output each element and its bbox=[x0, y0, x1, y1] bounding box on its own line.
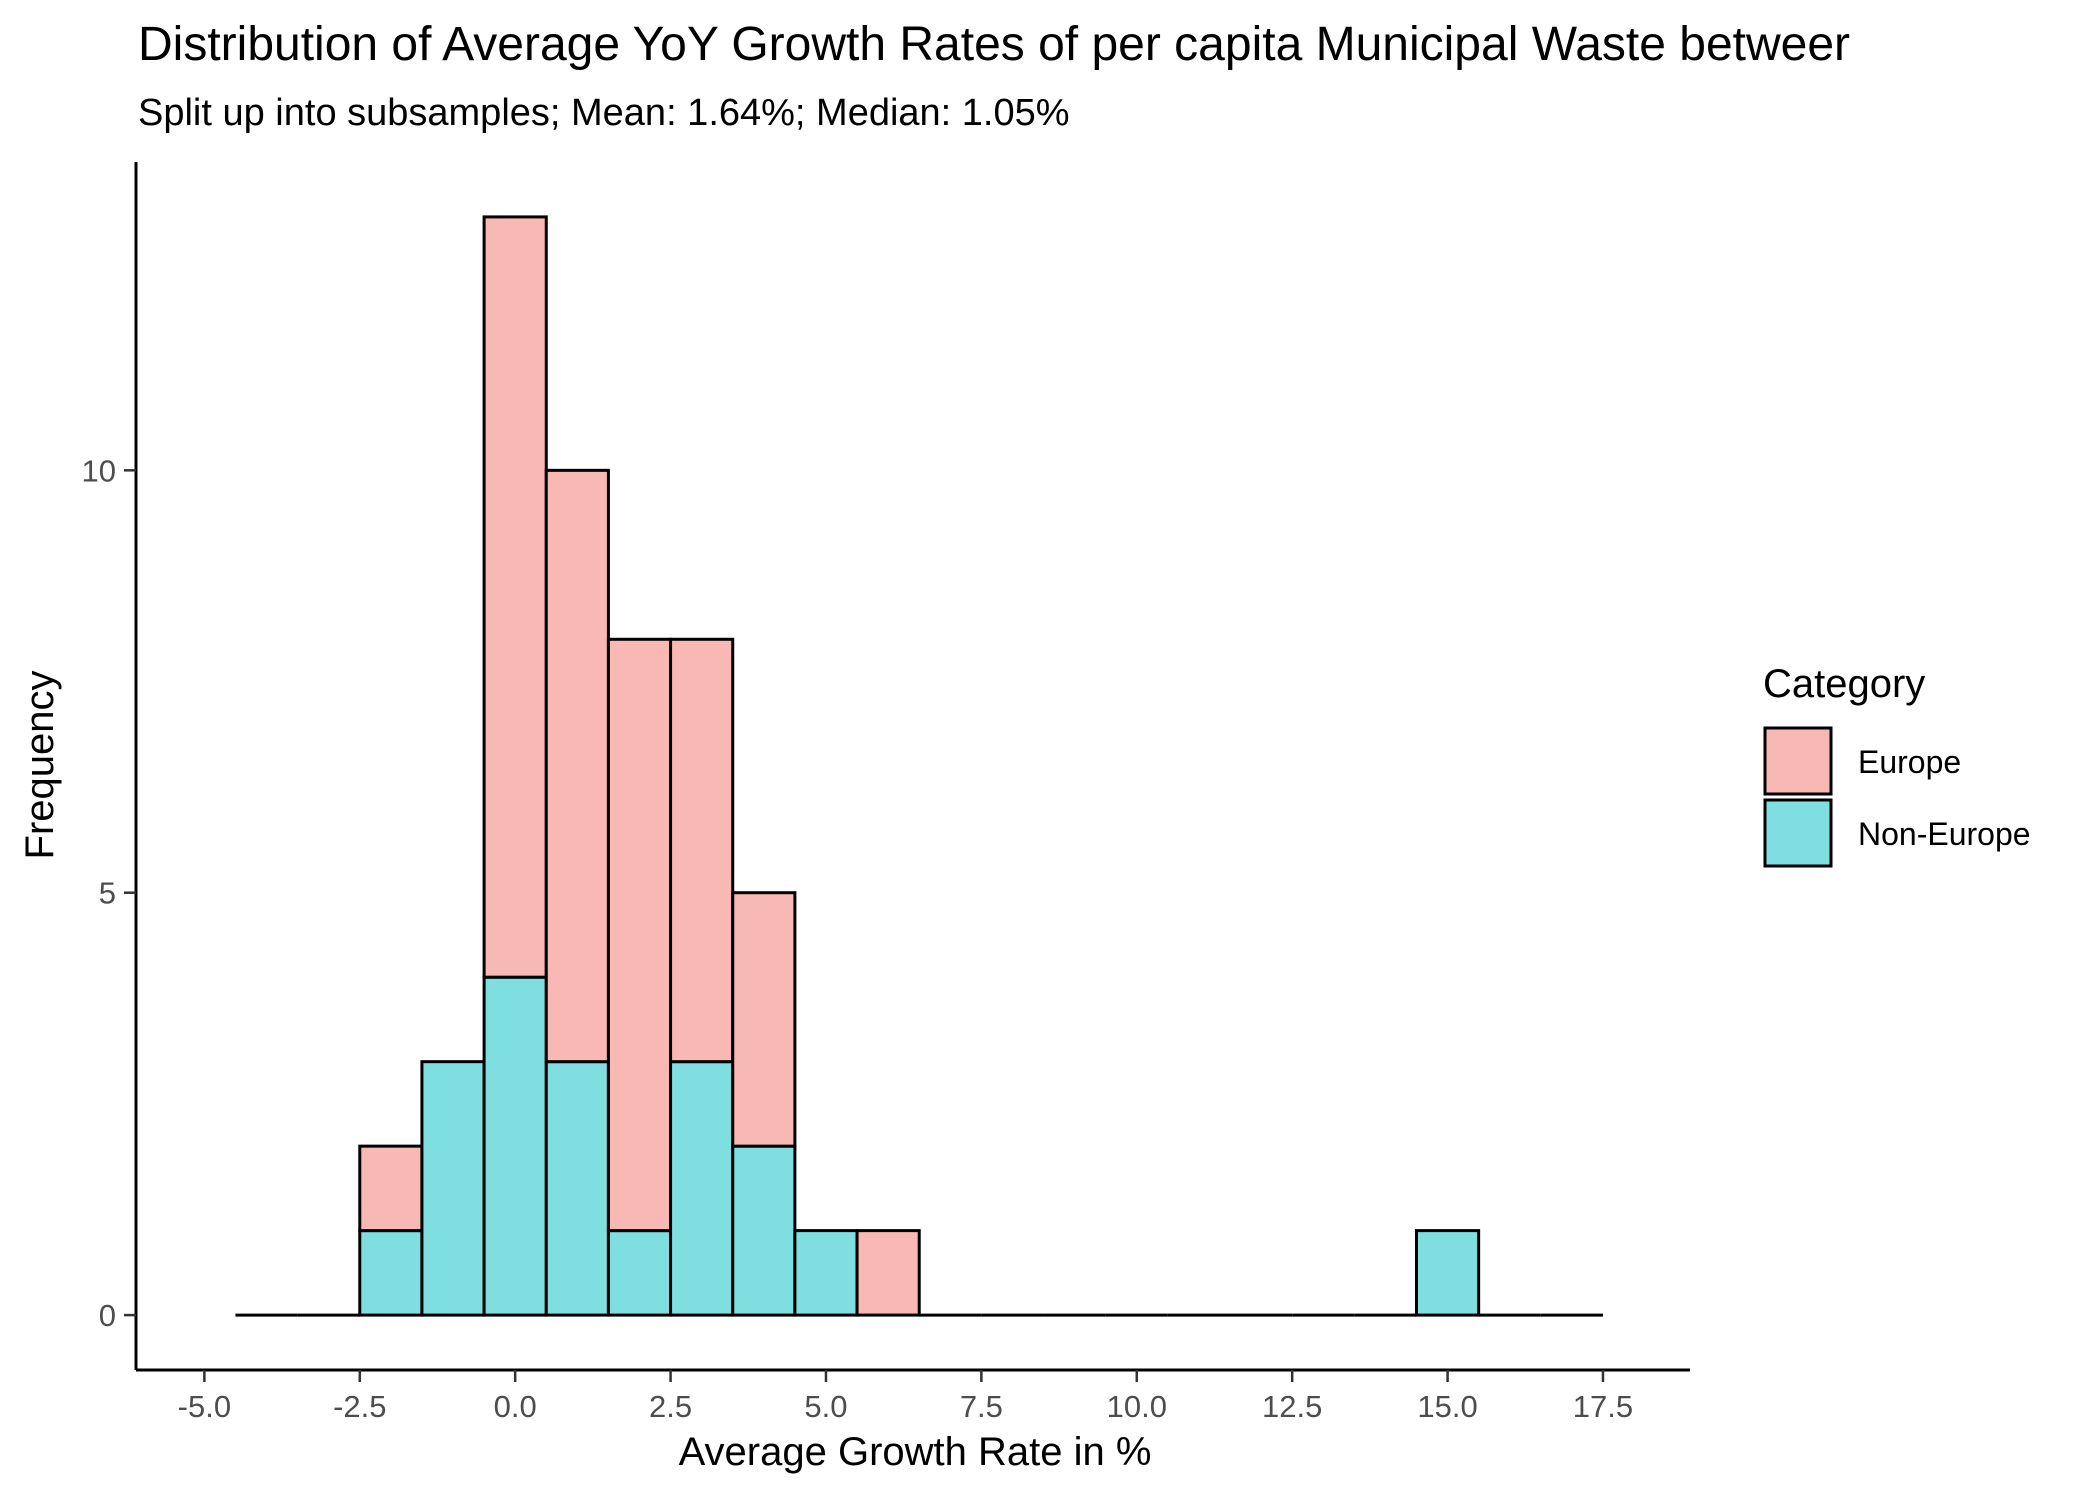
x-tick-label: 12.5 bbox=[1262, 1389, 1322, 1424]
bar-non-europe bbox=[606, 1229, 673, 1317]
bar-non-europe bbox=[731, 1144, 797, 1317]
bar-non-europe bbox=[482, 975, 548, 1317]
legend-label-non-europe: Non-Europe bbox=[1858, 816, 2031, 852]
bar-non-europe bbox=[1414, 1229, 1481, 1317]
x-tick-label: 0.0 bbox=[494, 1389, 537, 1424]
x-tick-label: -5.0 bbox=[178, 1389, 231, 1424]
x-tick-label: 10.0 bbox=[1107, 1389, 1167, 1424]
bar-europe bbox=[855, 1229, 921, 1317]
legend: Category Europe Non-Europe bbox=[1763, 662, 2031, 868]
bar-europe bbox=[669, 637, 735, 1064]
legend-label-europe: Europe bbox=[1858, 744, 1961, 780]
bar-europe bbox=[482, 215, 548, 979]
y-tick-label: 10 bbox=[82, 453, 116, 488]
bars-layer bbox=[235, 215, 1603, 1317]
chart-subtitle: Split up into subsamples; Mean: 1.64%; M… bbox=[138, 92, 1070, 134]
x-tick-label: -2.5 bbox=[333, 1389, 386, 1424]
legend-title: Category bbox=[1763, 662, 1925, 706]
bar-non-europe bbox=[420, 1060, 486, 1317]
chart-title: Distribution of Average YoY Growth Rates… bbox=[138, 18, 1850, 71]
y-tick-label: 0 bbox=[99, 1298, 116, 1333]
bar-europe bbox=[606, 637, 673, 1233]
bar-non-europe bbox=[544, 1060, 610, 1317]
x-axis-title: Average Growth Rate in % bbox=[679, 1430, 1152, 1474]
legend-swatch-non-europe bbox=[1763, 798, 1833, 868]
bar-non-europe bbox=[358, 1229, 424, 1317]
legend-swatch-europe bbox=[1763, 726, 1833, 796]
x-tick-label: 7.5 bbox=[960, 1389, 1003, 1424]
bar-europe bbox=[731, 891, 797, 1148]
x-tick-label: 17.5 bbox=[1573, 1389, 1633, 1424]
bar-europe bbox=[358, 1144, 424, 1233]
x-tick-label: 5.0 bbox=[804, 1389, 847, 1424]
bar-non-europe bbox=[669, 1060, 735, 1317]
x-tick-label: 2.5 bbox=[649, 1389, 692, 1424]
y-tick-label: 5 bbox=[99, 876, 116, 911]
axes-layer: -5.0 -2.5 0.0 2.5 5.0 7.5 10.0 12.5 15.0 17.5 0 5 10 bbox=[82, 162, 1690, 1424]
bar-non-europe bbox=[793, 1229, 859, 1317]
legend-entries: Europe Non-Europe bbox=[1763, 726, 2031, 868]
bar-europe bbox=[544, 468, 610, 1064]
x-tick-label: 15.0 bbox=[1417, 1389, 1477, 1424]
y-axis-title: Frequency bbox=[18, 671, 62, 860]
